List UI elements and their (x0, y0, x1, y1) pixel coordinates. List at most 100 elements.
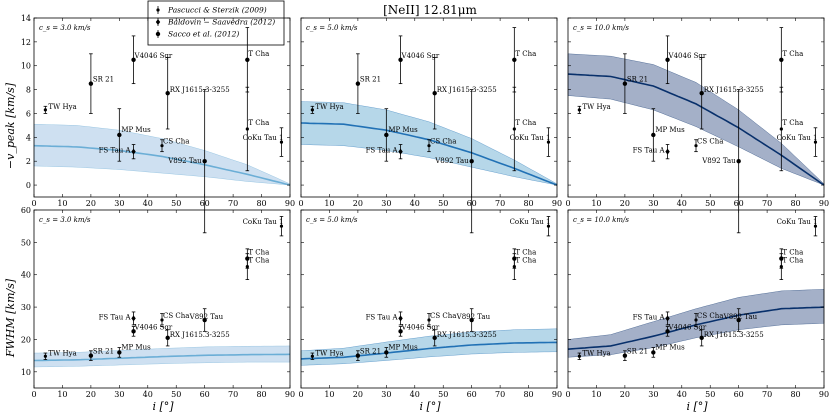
legend-marker-0 (156, 8, 160, 12)
point-label: T Cha (782, 50, 803, 58)
x-tick-label: 80 (790, 199, 800, 208)
point-label: MP Mus (121, 343, 151, 351)
axes-frame (567, 17, 825, 198)
legend-box: Pascucci & Sterzik (2009) Baldovin − Saav… (147, 0, 285, 46)
x-tick-label: 60 (200, 390, 210, 399)
y-tick-label: 12 (21, 38, 31, 47)
model-band (300, 328, 558, 366)
x-tick-label: 30 (648, 199, 658, 208)
data-point (165, 90, 170, 96)
point-label: V4046 Sgr (401, 323, 440, 331)
point-label: RX J1615.3-3255 (170, 331, 230, 339)
point-label: T Cha (515, 50, 536, 58)
point-label: CS Cha (163, 138, 189, 146)
x-tick-label: 50 (705, 390, 715, 399)
point-label: SR 21 (627, 348, 648, 356)
point-label: CS Cha (430, 138, 456, 146)
x-tick-label: 0 (298, 199, 303, 208)
x-tick-label: 90 (285, 390, 295, 399)
data-point (384, 132, 389, 138)
data-point (779, 265, 783, 269)
x-tick-label: 0 (565, 199, 570, 208)
x-tick-label: 40 (143, 199, 153, 208)
point-label: TW Hya (315, 103, 343, 111)
data-point (546, 224, 551, 228)
data-point (279, 224, 284, 228)
legend-label-1: Baldovin − Saavedra (2012) (167, 18, 275, 27)
data-point (202, 317, 207, 323)
point-label: T Cha (782, 119, 803, 127)
point-label: CoKu Tau 1 (510, 134, 551, 142)
data-point (279, 140, 284, 144)
x-tick-label: 0 (31, 390, 36, 399)
x-tick-label: 10 (57, 199, 67, 208)
data-point (665, 315, 670, 322)
data-point (131, 329, 136, 334)
x-tick-label: 0 (298, 390, 303, 399)
data-point (160, 144, 164, 148)
point-label: FS Tau A (99, 147, 132, 155)
data-point (665, 57, 670, 62)
point-label: RX J1615.3-3255 (704, 331, 764, 339)
y-tick-label: 2 (26, 157, 31, 166)
x-tick-label: 70 (762, 390, 772, 399)
point-label: CoKu Tau 1 (777, 218, 818, 226)
point-label: RX J1615.3-3255 (170, 86, 230, 94)
point-label: TW Hya (48, 103, 76, 111)
x-tick-label: 30 (381, 199, 391, 208)
point-label: V4046 Sgr (668, 52, 707, 60)
y-tick-label: 10 (21, 368, 31, 377)
data-point (577, 108, 581, 112)
y-tick-label: 14 (21, 14, 31, 23)
data-point (546, 140, 551, 144)
data-point (245, 57, 250, 62)
point-label: V892 Tau (456, 313, 491, 321)
y-tick-label: 20 (21, 335, 31, 344)
x-tick-label: 20 (353, 390, 363, 399)
point-label: V4046 Sgr (668, 323, 707, 331)
point-label: T Cha (248, 119, 269, 127)
x-tick-label: 40 (143, 390, 153, 399)
data-point (813, 140, 818, 144)
point-label: CS Cha (163, 312, 189, 320)
data-point (736, 317, 741, 323)
x-tick-label: 20 (620, 390, 630, 399)
panel-label: c_s = 10.0 km/s (573, 216, 629, 224)
data-point (384, 350, 389, 355)
point-label: FS Tau A (366, 147, 399, 155)
x-tick-label: 80 (256, 390, 266, 399)
point-label: TW Hya (48, 349, 76, 357)
data-point (694, 318, 698, 322)
axes-frame (300, 17, 558, 198)
x-tick-label: 40 (410, 199, 420, 208)
panel-bottom-1: 0 10 20 30 40 50 60 70 80 90 10 20 30 40 50 60 c_s = 3.0… (21, 206, 295, 399)
chart-title: [NeII] 12.81μm (383, 3, 477, 17)
data-point (117, 350, 122, 355)
point-label: RX J1615.3-3255 (437, 86, 497, 94)
point-label: RX J1615.3-3255 (437, 331, 497, 339)
x-tick-label: 20 (620, 199, 630, 208)
data-point (577, 354, 581, 358)
point-label: V892 Tau (189, 313, 224, 321)
data-point (245, 127, 249, 131)
point-label: V4046 Sgr (401, 52, 440, 60)
data-point (699, 90, 704, 96)
data-point (245, 265, 249, 269)
data-point (131, 148, 136, 155)
point-label: V892 Tau (434, 157, 469, 165)
legend-marker-1 (155, 19, 161, 25)
data-point (512, 57, 517, 62)
point-label: FS Tau A (366, 313, 399, 321)
data-point (622, 81, 628, 86)
panel-label: c_s = 10.0 km/s (573, 24, 629, 32)
axes-frame (33, 17, 291, 198)
x-tick-label: 70 (495, 390, 505, 399)
point-label: FS Tau A (633, 147, 666, 155)
x-tick-label: 90 (819, 199, 829, 208)
data-point (398, 57, 403, 62)
panel-bottom-2: 0 10 20 30 40 50 60 70 80 90 c_s = 5.0 km/s TW Hya S… (298, 209, 562, 399)
x-tick-label: 70 (228, 199, 238, 208)
x-tick-label: 50 (171, 199, 181, 208)
y-tick-label: 8 (26, 86, 31, 95)
